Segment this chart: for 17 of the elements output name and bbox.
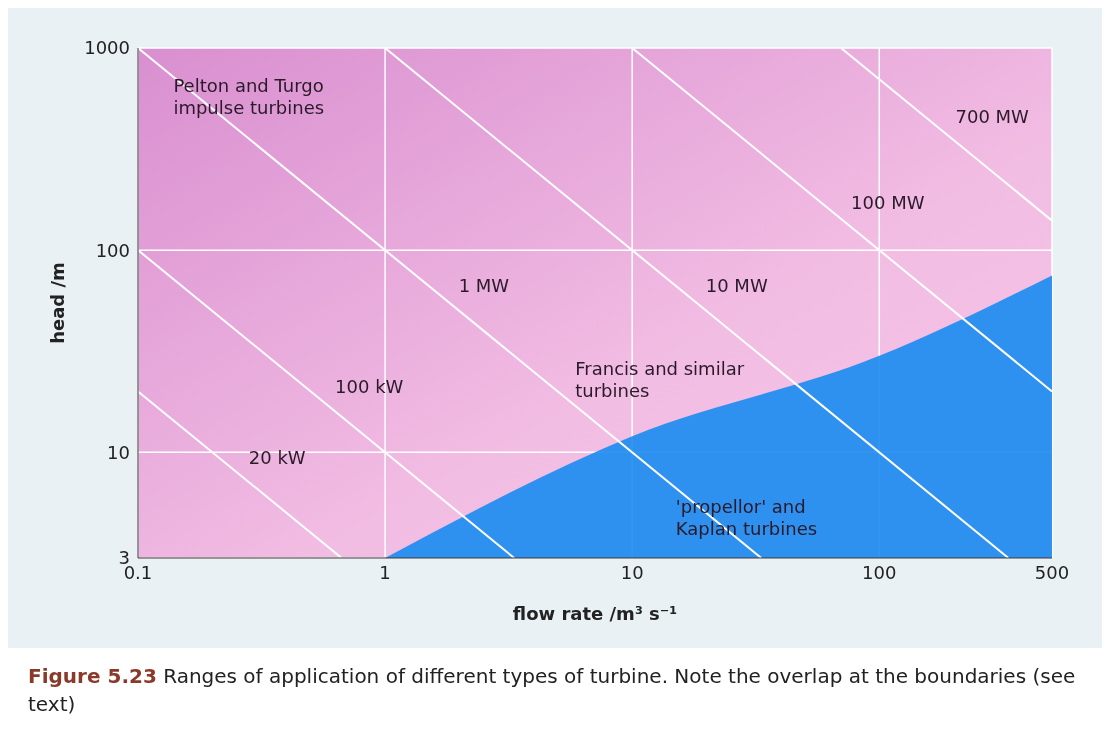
x-tick-label: 10 — [620, 561, 644, 583]
series-label: 100 kW — [335, 376, 404, 398]
series-label: 100 MW — [851, 191, 925, 213]
text: Figure 5.23 Ranges of application of different types of turbine. Note the overlap at the boundaries (see text) — [28, 664, 1076, 716]
y-tick-label: 1000 — [84, 37, 130, 59]
x-tick-label: 100 — [862, 561, 897, 583]
y-axis-title: head /m — [47, 262, 69, 344]
series-label: 700 MW — [955, 106, 1030, 128]
annotation: Francis and similar turbines — [575, 357, 745, 403]
series-label: 10 MW — [705, 275, 768, 296]
series-label: 20 kW — [248, 446, 306, 468]
y-tick-label: 100 — [95, 239, 130, 261]
x-axis-title: flow rate /m³ s⁻¹ — [512, 603, 678, 624]
x-tick-label: 500 — [1034, 561, 1070, 583]
x-tick-label: 1 — [379, 561, 391, 583]
y-tick-label: 10 — [107, 441, 130, 463]
series-label: 1 MW — [458, 275, 510, 296]
